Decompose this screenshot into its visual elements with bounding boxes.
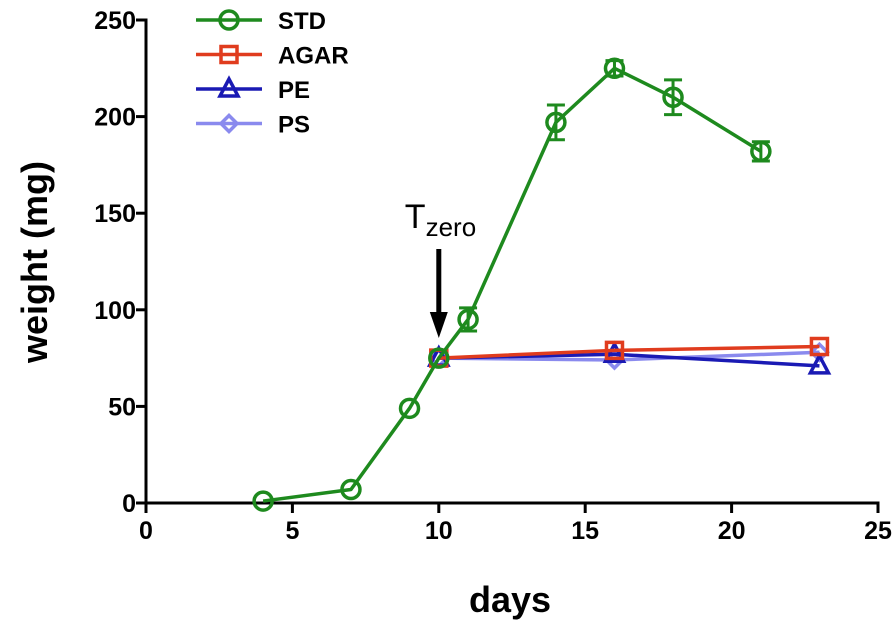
data-point-ps: [808, 341, 830, 363]
legend-marker-ps: [218, 113, 240, 134]
series-layer: [252, 57, 832, 512]
legend-label-std: STD: [278, 8, 326, 35]
data-point-std: [428, 347, 450, 369]
legend-marker-std: [218, 9, 240, 31]
data-point-agar: [604, 340, 625, 361]
legend-label-ps: PS: [278, 112, 310, 139]
data-point-std: [340, 478, 362, 501]
data-point-std: [603, 57, 626, 80]
y-tick-label: 100: [94, 297, 136, 325]
x-tick-label: 5: [285, 517, 299, 545]
data-point-pe: [602, 340, 627, 363]
data-point-agar: [809, 336, 830, 357]
legend-item-std: STD: [196, 8, 326, 35]
series-line-agar: [438, 344, 820, 360]
legend-item-ps: PS: [196, 112, 310, 139]
y-tick-label: 0: [122, 490, 136, 518]
x-tick-label: 0: [139, 517, 153, 545]
legend-item-agar: AGAR: [196, 43, 349, 70]
data-point-std: [398, 397, 421, 420]
legend: STD AGAR PE PS: [196, 8, 349, 139]
x-axis-title: days: [469, 579, 551, 620]
y-tick-label: 200: [94, 104, 136, 132]
series-line-std: [262, 66, 762, 503]
data-point-std: [457, 308, 479, 331]
annotation-subscript: zero: [426, 212, 477, 242]
x-tick-label: 20: [718, 517, 746, 545]
data-point-pe: [807, 352, 832, 375]
legend-item-pe: PE: [196, 75, 310, 104]
annotation-main-text: T: [405, 198, 426, 236]
tzero-annotation: Tzero: [405, 198, 476, 338]
y-tick-label: 50: [108, 393, 136, 421]
legend-marker-pe: [217, 75, 241, 98]
annotation-label: Tzero: [405, 198, 476, 242]
y-axis-title: weight (mg): [14, 161, 55, 364]
y-tick-label: 150: [94, 200, 136, 228]
x-tick-label: 10: [425, 517, 453, 545]
data-point-std: [252, 490, 274, 512]
data-point-std: [545, 111, 567, 134]
x-tick-label: 15: [571, 517, 599, 545]
x-tick-label: 25: [864, 517, 892, 545]
data-point-std: [662, 86, 684, 109]
series-std: [252, 57, 772, 512]
data-point-std: [750, 140, 772, 163]
legend-marker-agar: [219, 44, 239, 65]
legend-label-agar: AGAR: [278, 43, 349, 70]
y-tick-label: 250: [94, 7, 136, 35]
annotation-arrow-head: [429, 312, 448, 338]
legend-label-pe: PE: [278, 77, 310, 104]
